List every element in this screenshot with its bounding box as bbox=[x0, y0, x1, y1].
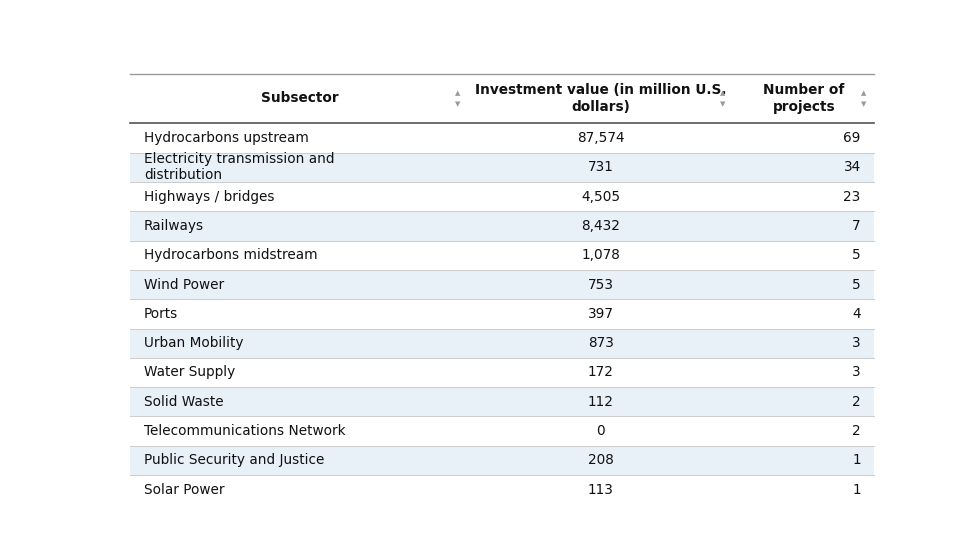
Bar bbox=[130, 299, 874, 329]
Text: 23: 23 bbox=[844, 189, 860, 203]
Text: ▼: ▼ bbox=[861, 101, 866, 107]
Text: Railways: Railways bbox=[144, 219, 204, 233]
Bar bbox=[130, 241, 874, 270]
Text: 69: 69 bbox=[844, 131, 860, 145]
Text: 5: 5 bbox=[852, 248, 860, 262]
Text: 4,505: 4,505 bbox=[581, 189, 620, 203]
Text: Electricity transmission and
distribution: Electricity transmission and distributio… bbox=[144, 152, 334, 183]
Text: 87,574: 87,574 bbox=[577, 131, 624, 145]
Text: 172: 172 bbox=[588, 366, 613, 380]
Bar bbox=[130, 123, 874, 152]
Bar bbox=[130, 152, 874, 182]
Bar bbox=[130, 182, 874, 211]
Text: 2: 2 bbox=[852, 395, 860, 409]
Text: Solid Waste: Solid Waste bbox=[144, 395, 223, 409]
Text: 753: 753 bbox=[588, 278, 613, 292]
Text: 731: 731 bbox=[588, 160, 613, 174]
Text: 8,432: 8,432 bbox=[581, 219, 620, 233]
Text: Hydrocarbons upstream: Hydrocarbons upstream bbox=[144, 131, 309, 145]
Text: 208: 208 bbox=[588, 454, 613, 468]
Text: 1: 1 bbox=[852, 454, 860, 468]
Text: Investment value (in million U.S.
dollars): Investment value (in million U.S. dollar… bbox=[475, 83, 726, 114]
Text: 5: 5 bbox=[852, 278, 860, 292]
Text: Subsector: Subsector bbox=[261, 91, 338, 105]
Text: 113: 113 bbox=[588, 483, 613, 497]
Bar bbox=[130, 211, 874, 241]
Text: 2: 2 bbox=[852, 424, 860, 438]
Text: ▲: ▲ bbox=[861, 90, 866, 96]
Bar bbox=[130, 475, 874, 505]
Text: Water Supply: Water Supply bbox=[144, 366, 235, 380]
Text: 873: 873 bbox=[588, 336, 613, 350]
Text: Hydrocarbons midstream: Hydrocarbons midstream bbox=[144, 248, 318, 262]
Text: Ports: Ports bbox=[144, 307, 178, 321]
Text: 0: 0 bbox=[597, 424, 606, 438]
Text: 4: 4 bbox=[852, 307, 860, 321]
Bar bbox=[130, 446, 874, 475]
Bar bbox=[130, 270, 874, 299]
Text: ▲: ▲ bbox=[456, 90, 461, 96]
Bar bbox=[130, 387, 874, 417]
Bar bbox=[130, 358, 874, 387]
Text: ▼: ▼ bbox=[719, 101, 725, 107]
Text: 34: 34 bbox=[844, 160, 860, 174]
Text: 1,078: 1,078 bbox=[581, 248, 620, 262]
Text: 397: 397 bbox=[588, 307, 613, 321]
Text: Telecommunications Network: Telecommunications Network bbox=[144, 424, 345, 438]
Text: 7: 7 bbox=[852, 219, 860, 233]
Text: 3: 3 bbox=[852, 336, 860, 350]
Bar bbox=[130, 417, 874, 446]
Bar bbox=[130, 329, 874, 358]
Text: 1: 1 bbox=[852, 483, 860, 497]
Text: Number of
projects: Number of projects bbox=[763, 83, 845, 114]
Text: Highways / bridges: Highways / bridges bbox=[144, 189, 274, 203]
Text: Wind Power: Wind Power bbox=[144, 278, 223, 292]
Text: Public Security and Justice: Public Security and Justice bbox=[144, 454, 324, 468]
Text: Solar Power: Solar Power bbox=[144, 483, 224, 497]
Text: ▼: ▼ bbox=[456, 101, 461, 107]
Text: Urban Mobility: Urban Mobility bbox=[144, 336, 243, 350]
Text: 112: 112 bbox=[588, 395, 613, 409]
Text: ▲: ▲ bbox=[719, 90, 725, 96]
Text: 3: 3 bbox=[852, 366, 860, 380]
